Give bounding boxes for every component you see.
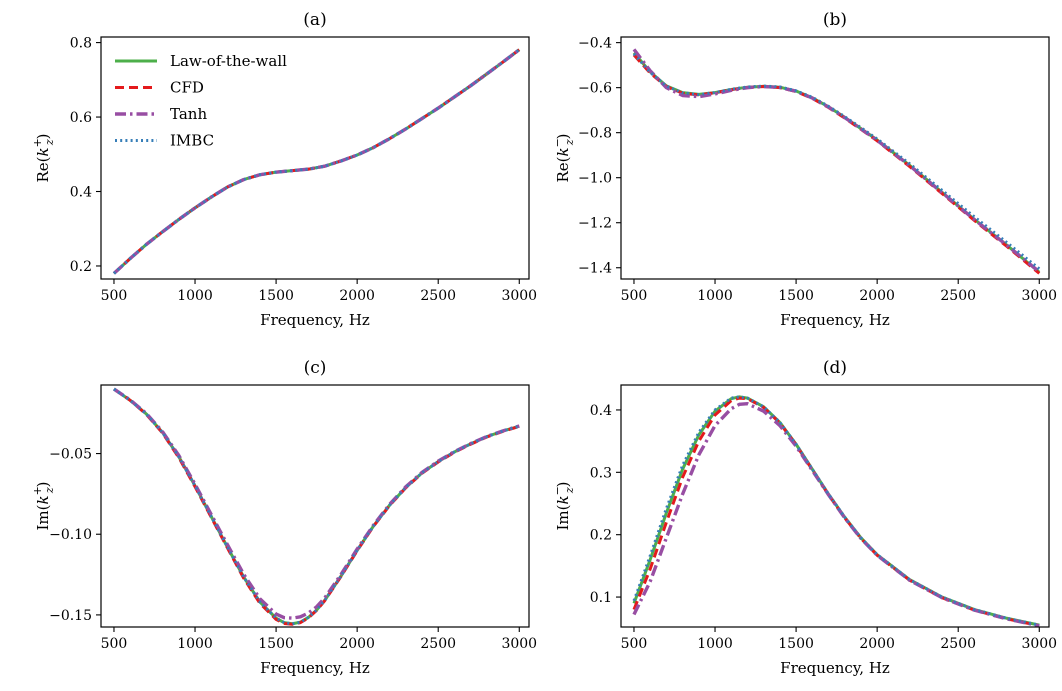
x-tick-label: 2000	[859, 636, 895, 652]
legend-label: Law-of-the-wall	[170, 52, 287, 70]
y-tick-label: −1.4	[578, 261, 612, 277]
legend: Law-of-the-wall CFD Tanh IMBC	[115, 52, 287, 150]
x-tick-label: 3000	[1021, 636, 1057, 652]
x-tick-label: 2500	[940, 288, 976, 304]
plot-frame	[100, 384, 530, 628]
y-tick-label: −0.10	[49, 527, 92, 543]
x-tick-label: 500	[101, 636, 128, 652]
series-line-imbc	[632, 395, 1040, 627]
x-tick-label: 1500	[778, 636, 814, 652]
series-line-tanh	[632, 48, 1041, 274]
x-tick-label: 2500	[940, 636, 976, 652]
x-tick-label: 1000	[177, 288, 213, 304]
plot-frame	[620, 384, 1050, 628]
legend-label: IMBC	[170, 132, 214, 150]
y-tick-label: 0.4	[70, 185, 92, 201]
chart-panel-a: (a) 500 1000 1500 2000 2500 3000 0.2 0.4 0.6 0.8 Fr…	[31, 10, 537, 329]
y-axis-label: Re(k−z)	[551, 134, 576, 183]
series-line-tanh	[112, 48, 521, 275]
y-tick-label: −0.15	[49, 608, 92, 624]
legend-label: CFD	[170, 79, 204, 97]
x-tick-label: 2000	[339, 636, 375, 652]
panel-title: (a)	[303, 10, 326, 30]
y-axis-label: Im(k−z)	[551, 482, 576, 531]
y-tick-label: 0.3	[590, 465, 612, 481]
series-line-imbc	[632, 52, 1041, 271]
y-tick-label: 0.2	[590, 528, 612, 544]
y-axis-label: Re(k+z)	[31, 134, 56, 183]
x-axis-label: Frequency, Hz	[260, 659, 370, 677]
y-tick-label: −0.4	[578, 36, 612, 52]
x-tick-label: 1500	[258, 288, 294, 304]
x-tick-label: 1000	[177, 636, 213, 652]
y-tick-label: 0.8	[70, 36, 92, 52]
series-line-law-of-the-wall	[113, 387, 520, 626]
x-axis-label: Frequency, Hz	[260, 311, 370, 329]
x-tick-label: 1000	[697, 636, 733, 652]
series-line-law-of-the-wall	[632, 395, 1040, 627]
y-tick-label: 0.6	[70, 110, 92, 126]
series-line-tanh	[632, 402, 1040, 628]
legend-label: Tanh	[170, 105, 207, 123]
x-tick-label: 3000	[501, 288, 537, 304]
x-tick-label: 3000	[501, 636, 537, 652]
series-line-cfd	[632, 396, 1040, 628]
series-line-cfd	[632, 54, 1041, 275]
x-tick-label: 1500	[258, 636, 294, 652]
chart-panel-d: (d) 500 1000 1500 2000 2500 3000 0.1 0.2 0.3 0.4 Fr…	[551, 358, 1057, 677]
x-axis-label: Frequency, Hz	[780, 311, 890, 329]
x-tick-label: 2000	[339, 288, 375, 304]
series-line-imbc	[113, 387, 520, 626]
chart-panel-b: (b) 500 1000 1500 2000 2500 3000 −1.4 −1.2 −1.0 −0…	[551, 10, 1057, 329]
x-tick-label: 1000	[697, 288, 733, 304]
panel-title: (d)	[823, 358, 847, 378]
series-line-law-of-the-wall	[632, 51, 1041, 274]
plot-frame	[620, 36, 1050, 280]
y-tick-label: −1.0	[578, 171, 612, 187]
series-line-tanh	[113, 387, 520, 620]
x-tick-label: 2500	[420, 288, 456, 304]
plot-frame	[100, 36, 530, 280]
y-tick-label: −0.6	[578, 81, 612, 97]
y-tick-label: 0.4	[590, 403, 612, 419]
y-tick-label: −0.05	[49, 447, 92, 463]
x-tick-label: 500	[621, 636, 648, 652]
series-line-imbc	[112, 48, 521, 275]
x-tick-label: 500	[101, 288, 128, 304]
x-tick-label: 3000	[1021, 288, 1057, 304]
y-tick-label: −0.8	[578, 126, 612, 142]
panel-title: (c)	[304, 358, 327, 378]
x-tick-label: 500	[621, 288, 648, 304]
y-tick-label: −1.2	[578, 216, 612, 232]
y-tick-label: 0.2	[70, 259, 92, 275]
x-tick-label: 2000	[859, 288, 895, 304]
panel-title: (b)	[823, 10, 847, 30]
x-tick-label: 1500	[778, 288, 814, 304]
x-axis-label: Frequency, Hz	[780, 659, 890, 677]
series-line-cfd	[113, 387, 520, 626]
chart-panel-c: (c) 500 1000 1500 2000 2500 3000 −0.15 −0.10 −0.0…	[31, 358, 537, 677]
y-tick-label: 0.1	[590, 590, 612, 606]
x-tick-label: 2500	[420, 636, 456, 652]
y-axis-label: Im(k+z)	[31, 482, 56, 531]
